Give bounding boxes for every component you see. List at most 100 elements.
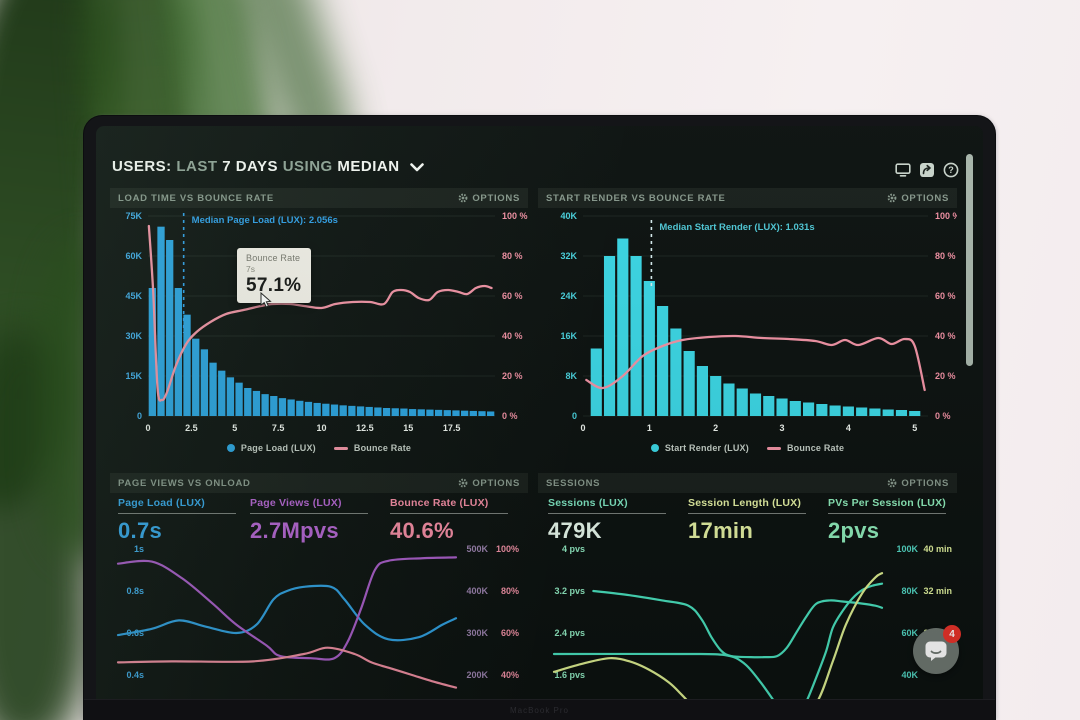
y-axis-left-label: 16K xyxy=(560,331,577,341)
histogram-bar xyxy=(776,398,788,416)
tooltip-value: 57.1% xyxy=(246,275,302,296)
x-axis-label: 15 xyxy=(403,423,413,433)
histogram-bar xyxy=(478,411,486,416)
legend-bounce-rate[interactable]: Bounce Rate xyxy=(333,443,412,453)
laptop-bezel-chin: MacBook Pro xyxy=(84,699,995,720)
histogram-bar xyxy=(803,402,815,416)
display-button[interactable] xyxy=(894,161,911,178)
histogram-bar xyxy=(400,408,408,416)
legend-label: Bounce Rate xyxy=(786,443,845,453)
y-axis-right-label: 32 min xyxy=(923,586,952,596)
histogram-bar xyxy=(218,370,226,416)
tooltip-x-value: 7s xyxy=(246,264,255,274)
y-axis-right-label: 20 % xyxy=(935,371,956,381)
panel-header: PAGE VIEWS VS ONLOAD OPTIONS xyxy=(110,473,528,493)
histogram-bar xyxy=(829,405,841,416)
title-last: LAST xyxy=(176,158,218,175)
y-axis-left-label: 1.6 pvs xyxy=(554,670,585,680)
histogram-bar xyxy=(192,338,200,416)
gear-icon xyxy=(458,478,468,488)
histogram-bar xyxy=(736,388,748,416)
histogram-bar xyxy=(749,393,762,416)
y-axis-right-label: 80% xyxy=(501,586,519,596)
histogram-bar xyxy=(443,410,451,416)
panel-page-views-vs-onload: PAGE VIEWS VS ONLOAD OPTIONS Page Load (… xyxy=(110,473,528,700)
histogram-bar xyxy=(657,306,669,416)
chart-legend: Start Render (LUX) Bounce Rate xyxy=(538,443,957,453)
histogram-bar xyxy=(696,366,708,416)
y-axis-right-label: 60K xyxy=(901,628,918,638)
chat-unread-badge: 4 xyxy=(943,625,961,643)
metric-session-length: Session Length (LUX) 17min xyxy=(688,497,818,544)
legend-page-load[interactable]: Page Load (LUX) xyxy=(226,443,316,453)
metric-page-load: Page Load (LUX) 0.7s xyxy=(118,497,248,544)
histogram-bar xyxy=(287,399,295,416)
x-axis-label: 5 xyxy=(232,423,237,433)
y-axis-left-label: 2.4 pvs xyxy=(554,628,585,638)
y-axis-left-label: 60K xyxy=(125,251,142,261)
y-axis-left-label: 4 pvs xyxy=(562,544,585,554)
y-axis-right-label: 80 % xyxy=(935,251,956,261)
bounce-rate-line xyxy=(147,224,493,402)
options-button[interactable]: OPTIONS xyxy=(887,478,949,489)
series-line xyxy=(116,556,458,661)
panel-title: PAGE VIEWS VS ONLOAD xyxy=(118,477,251,489)
histogram-bar xyxy=(374,407,382,416)
y-axis-right-label: 60 % xyxy=(502,291,523,301)
y-axis-right-label: 200K xyxy=(466,670,488,680)
y-axis-left-label: 0.4s xyxy=(126,670,144,680)
options-button[interactable]: OPTIONS xyxy=(458,478,520,489)
x-axis-label: 3 xyxy=(780,423,785,433)
tooltip-series: Bounce Rate xyxy=(246,253,301,263)
start-render-histogram: 40K 100 % 32K 80 % 24K 60 % 16K 40 % 8K 20 % 0 0 % 0… xyxy=(560,211,957,433)
metric-label: PVs Per Session (LUX) xyxy=(828,497,946,514)
legend-label: Bounce Rate xyxy=(353,443,412,453)
histogram-bar xyxy=(382,408,391,416)
gear-icon xyxy=(887,478,897,488)
histogram-bar xyxy=(148,288,156,416)
page-views-line-chart: 1s0.8s0.6s0.4s500K400K300K200K100%80%60%… xyxy=(116,544,519,689)
metric-page-views: Page Views (LUX) 2.7Mpvs xyxy=(250,497,380,544)
date-range-dropdown[interactable]: USERS: LAST 7 DAYS USING MEDIAN xyxy=(112,158,425,175)
help-button[interactable]: ? xyxy=(942,161,959,178)
options-button[interactable]: OPTIONS xyxy=(887,193,949,204)
legend-bounce-rate[interactable]: Bounce Rate xyxy=(766,443,845,453)
share-icon xyxy=(919,162,934,177)
series-line xyxy=(552,572,884,700)
legend-dot xyxy=(650,444,659,452)
metric-bounce-rate: Bounce Rate (LUX) 40.6% xyxy=(390,497,520,544)
histogram-bar xyxy=(313,402,321,416)
dashboard-screen: USERS: LAST 7 DAYS USING MEDIAN xyxy=(96,126,983,700)
y-axis-right-label: 300K xyxy=(466,628,488,638)
chart-tooltip: Bounce Rate 7s 57.1% xyxy=(237,248,312,303)
chat-widget-button[interactable]: 4 xyxy=(913,625,961,674)
y-axis-left-label: 3.2 pvs xyxy=(554,586,585,596)
histogram-bar xyxy=(842,406,854,416)
series-line xyxy=(592,589,884,659)
scrollbar-thumb[interactable] xyxy=(966,154,973,366)
x-axis-label: 4 xyxy=(846,423,851,433)
y-axis-right-label: 100 % xyxy=(502,211,528,221)
y-axis-left-label: 8K xyxy=(565,371,577,381)
histogram-bar xyxy=(278,398,287,416)
y-axis-right-label: 40 % xyxy=(935,331,956,341)
options-button[interactable]: OPTIONS xyxy=(458,193,520,204)
share-button[interactable] xyxy=(918,161,935,178)
y-axis-right-label: 40 % xyxy=(502,331,523,341)
x-axis-label: 12.5 xyxy=(356,423,374,433)
panel-title: START RENDER VS BOUNCE RATE xyxy=(546,192,726,204)
metric-value: 2pvs xyxy=(828,518,880,543)
panel-start-render-vs-bounce-rate: START RENDER VS BOUNCE RATE OPTIONS 40K 1… xyxy=(538,188,957,456)
y-axis-right-label: 40% xyxy=(501,670,519,680)
legend-start-render[interactable]: Start Render (LUX) xyxy=(650,443,749,453)
metric-value: 40.6% xyxy=(390,518,454,543)
histogram-bar xyxy=(356,406,365,416)
chat-bubble-icon xyxy=(925,641,947,661)
y-axis-right-label: 60% xyxy=(501,628,519,638)
histogram-bar xyxy=(296,400,304,416)
histogram-bar xyxy=(244,388,252,416)
histogram-bar xyxy=(670,328,682,416)
y-axis-left-label: 30K xyxy=(125,331,142,341)
y-axis-left-label: 0 xyxy=(572,411,577,421)
